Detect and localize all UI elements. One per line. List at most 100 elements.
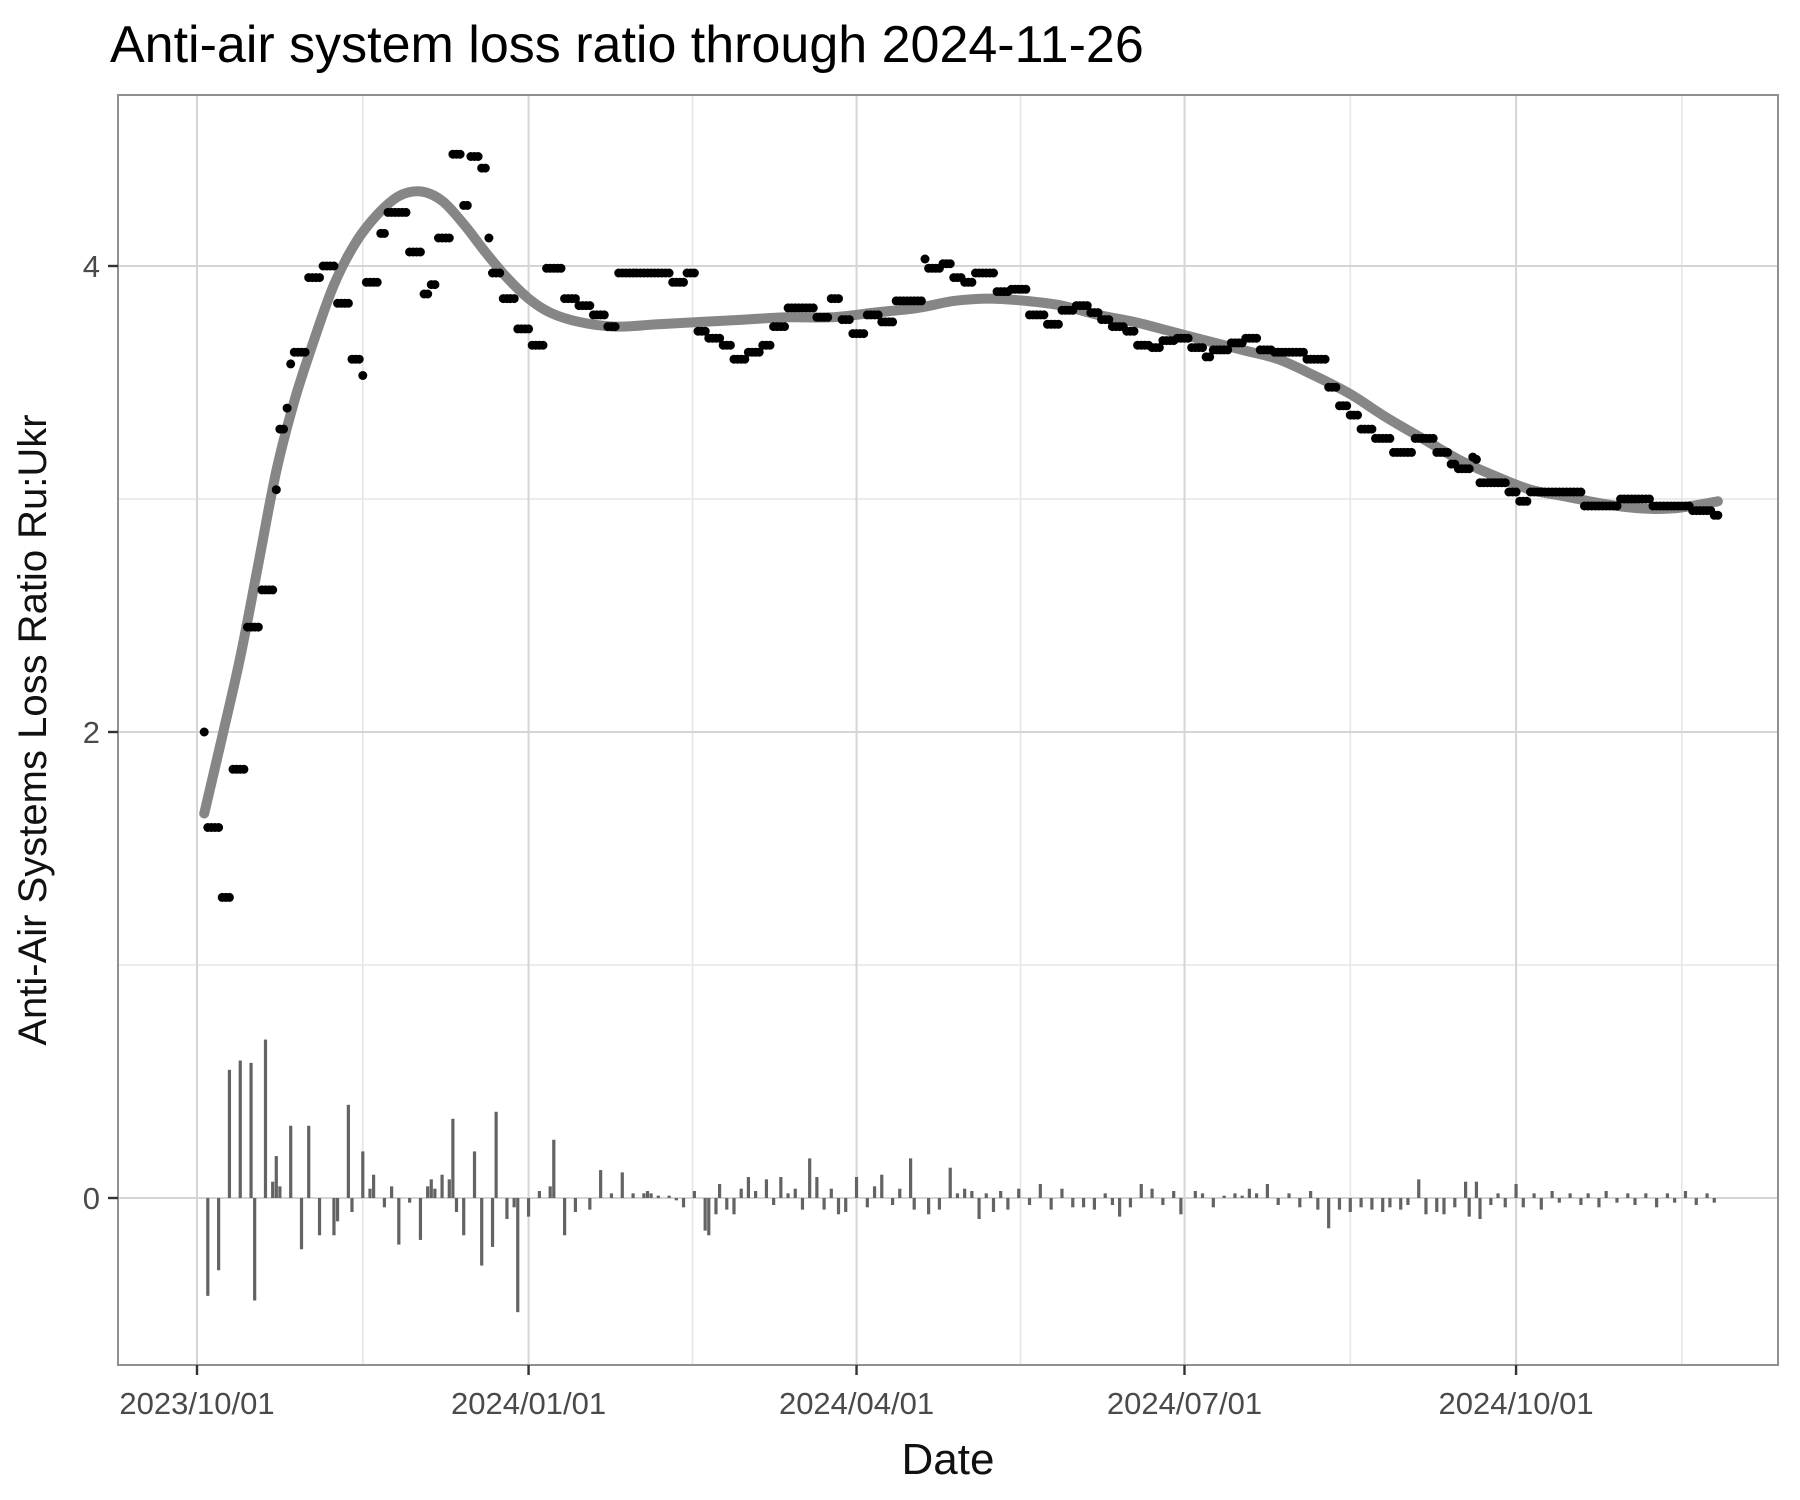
ratio-point xyxy=(1612,501,1622,511)
ratio-point xyxy=(268,585,278,595)
delta-bar xyxy=(714,1198,718,1215)
delta-bar xyxy=(1644,1193,1648,1198)
delta-bar xyxy=(999,1191,1003,1198)
delta-bar xyxy=(249,1062,253,1198)
delta-bar xyxy=(217,1198,221,1271)
ratio-point xyxy=(372,277,382,287)
delta-bar xyxy=(1139,1184,1143,1198)
ratio-point xyxy=(823,312,833,322)
delta-bar xyxy=(970,1191,974,1198)
delta-bar xyxy=(206,1198,210,1296)
y-axis-title: Anti-Air Systems Loss Ratio Ru:Ukr xyxy=(11,414,55,1045)
x-tick-label: 2023/10/01 xyxy=(119,1386,274,1421)
delta-bar xyxy=(707,1198,711,1236)
delta-bar xyxy=(1103,1193,1107,1198)
delta-bar xyxy=(1503,1198,1507,1208)
gridlines-minor xyxy=(118,95,1778,1365)
ratio-points xyxy=(199,149,1723,902)
delta-bar xyxy=(390,1186,394,1198)
delta-bar xyxy=(1655,1198,1659,1208)
delta-bar xyxy=(505,1198,509,1219)
delta-bar xyxy=(1424,1198,1428,1215)
ratio-point xyxy=(873,310,883,320)
delta-bar xyxy=(836,1198,841,1215)
delta-bar xyxy=(649,1193,653,1198)
ratio-point xyxy=(473,152,483,161)
delta-bar xyxy=(1474,1181,1479,1198)
delta-bar xyxy=(1247,1188,1251,1198)
delta-bar xyxy=(898,1188,902,1198)
ratio-point xyxy=(1500,478,1510,488)
delta-bar xyxy=(526,1198,531,1217)
delta-bar xyxy=(1568,1193,1572,1198)
delta-bar xyxy=(512,1198,516,1208)
delta-bar xyxy=(725,1198,729,1210)
delta-bar xyxy=(1604,1191,1608,1198)
ratio-point xyxy=(1511,487,1521,497)
delta-bar xyxy=(1150,1188,1154,1198)
ratio-point xyxy=(1252,333,1262,343)
ratio-point xyxy=(484,233,494,243)
ratio-point xyxy=(286,359,296,369)
delta-bar xyxy=(764,1179,769,1198)
delta-bar xyxy=(599,1170,603,1198)
delta-bar xyxy=(361,1151,365,1198)
delta-bar xyxy=(1673,1198,1677,1203)
ratio-point xyxy=(916,296,926,306)
ratio-point xyxy=(282,403,292,413)
axis-ticks xyxy=(108,264,1518,1375)
ratio-point xyxy=(1104,315,1114,325)
delta-bar xyxy=(703,1198,707,1231)
delta-bar xyxy=(1287,1193,1291,1198)
delta-bar xyxy=(317,1198,322,1236)
delta-bar xyxy=(642,1193,646,1198)
ratio-point xyxy=(1471,454,1481,464)
delta-bar xyxy=(537,1191,541,1198)
delta-bar xyxy=(346,1104,350,1198)
ratio-point xyxy=(1298,347,1308,357)
delta-bar xyxy=(1200,1193,1205,1198)
delta-bar xyxy=(1496,1193,1500,1198)
ratio-point xyxy=(379,228,389,238)
delta-bar xyxy=(278,1186,282,1198)
delta-bar xyxy=(1633,1198,1637,1205)
delta-bar xyxy=(808,1158,812,1198)
delta-bar xyxy=(631,1193,635,1198)
ratio-point xyxy=(585,301,595,311)
y-axis-tick-labels: 0 2 4 xyxy=(83,249,100,1216)
delta-bar xyxy=(1626,1193,1630,1198)
ratio-point xyxy=(329,261,339,271)
delta-bar xyxy=(332,1198,336,1236)
ratio-point xyxy=(1223,345,1233,355)
delta-bar xyxy=(1489,1198,1493,1205)
delta-bar xyxy=(1532,1193,1536,1198)
delta-bar xyxy=(563,1198,567,1236)
delta-bar xyxy=(307,1125,311,1198)
delta-bar xyxy=(872,1186,877,1198)
delta-bar xyxy=(253,1198,257,1301)
delta-bar xyxy=(382,1198,387,1208)
delta-bar xyxy=(717,1184,722,1198)
ratio-point xyxy=(689,268,699,278)
delta-bar xyxy=(1161,1198,1165,1205)
daily-delta-bars xyxy=(206,1039,1716,1313)
delta-bar xyxy=(829,1188,833,1198)
delta-bar xyxy=(620,1172,624,1198)
delta-bar xyxy=(681,1198,686,1208)
delta-bar xyxy=(588,1198,592,1210)
x-tick-label: 2024/07/01 xyxy=(1107,1386,1262,1421)
delta-bar xyxy=(451,1118,455,1198)
ratio-point xyxy=(358,371,368,380)
delta-bar xyxy=(462,1198,466,1236)
delta-bar xyxy=(1683,1191,1688,1198)
ratio-point xyxy=(599,310,609,320)
delta-bar xyxy=(1276,1198,1280,1205)
delta-bar xyxy=(548,1186,552,1198)
ratio-point xyxy=(224,892,234,902)
ratio-point xyxy=(664,268,674,278)
ratio-point xyxy=(1039,310,1049,320)
y-tick-label: 2 xyxy=(83,715,100,750)
delta-bar xyxy=(1467,1198,1471,1217)
delta-bar xyxy=(880,1174,884,1198)
